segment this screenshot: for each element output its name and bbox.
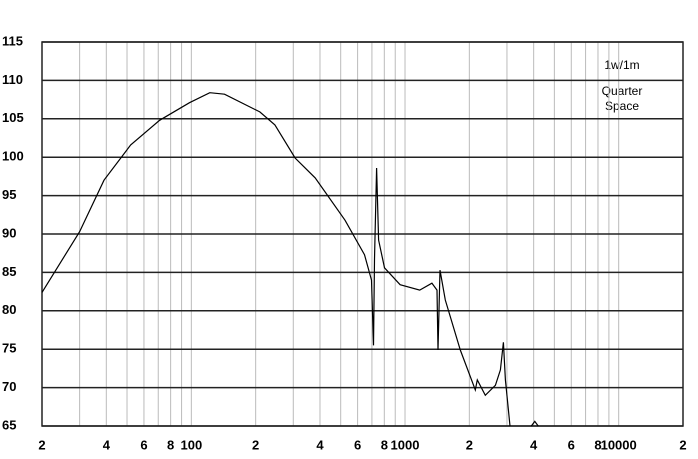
x-tick-label: 6 xyxy=(140,437,147,452)
annotation: Space xyxy=(605,99,639,113)
x-tick-label: 8 xyxy=(167,437,174,452)
annotation: Quarter xyxy=(602,84,643,98)
y-tick-label: 105 xyxy=(2,110,24,125)
y-tick-label: 90 xyxy=(2,225,16,240)
y-tick-label: 65 xyxy=(2,417,16,432)
y-tick-label: 100 xyxy=(2,149,24,164)
x-tick-label: 4 xyxy=(103,437,111,452)
x-tick-label: 4 xyxy=(316,437,324,452)
x-tick-label: 8 xyxy=(594,437,601,452)
y-tick-label: 85 xyxy=(2,264,16,279)
x-tick-label: 8 xyxy=(381,437,388,452)
y-tick-label: 95 xyxy=(2,187,16,202)
y-tick-label: 110 xyxy=(2,72,23,87)
x-tick-label: 100 xyxy=(180,437,202,452)
x-tick-label: 2 xyxy=(679,437,686,452)
series-line xyxy=(41,92,539,427)
plot-frame xyxy=(41,41,684,427)
y-tick-label: 115 xyxy=(2,33,23,48)
annotation: 1w/1m xyxy=(604,58,639,72)
y-tick-label: 80 xyxy=(2,302,16,317)
x-tick-label: 10000 xyxy=(601,437,637,452)
x-tick-label: 6 xyxy=(568,437,575,452)
y-tick-label: 75 xyxy=(2,341,16,356)
x-tick-label: 1000 xyxy=(391,437,420,452)
x-tick-label: 2 xyxy=(38,437,45,452)
x-tick-label: 2 xyxy=(466,437,473,452)
x-tick-label: 4 xyxy=(530,437,538,452)
x-tick-label: 6 xyxy=(354,437,361,452)
y-tick-label: 70 xyxy=(2,379,16,394)
x-tick-label: 2 xyxy=(252,437,259,452)
